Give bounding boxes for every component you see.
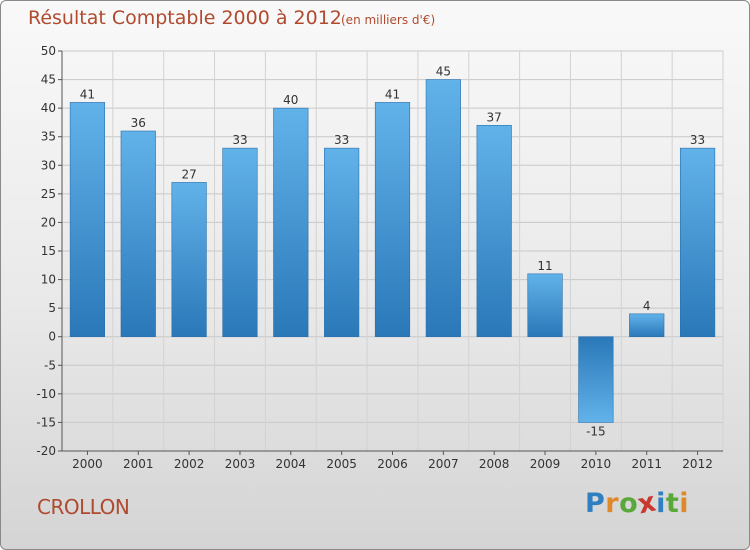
data-label: 40 — [283, 93, 298, 107]
x-tick-label: 2012 — [682, 457, 713, 471]
data-label: 37 — [487, 110, 502, 124]
bar — [69, 102, 106, 338]
y-tick-label: 50 — [41, 44, 56, 58]
data-label: 33 — [232, 133, 247, 147]
bar — [120, 130, 156, 338]
axes — [58, 50, 723, 455]
x-tick-label: 2009 — [530, 457, 561, 471]
y-tick-label: -20 — [36, 444, 56, 458]
y-tick-label: 40 — [41, 101, 56, 115]
bar — [222, 147, 258, 338]
x-tick-label: 2008 — [479, 457, 510, 471]
x-tick-label: 2006 — [377, 457, 408, 471]
logo-letter: t — [665, 488, 680, 519]
x-tick-label: 2007 — [428, 457, 459, 471]
x-tick-label: 2005 — [326, 457, 357, 471]
data-label: 27 — [181, 167, 196, 181]
bar — [374, 102, 411, 338]
data-label: -15 — [586, 424, 606, 438]
data-label: 11 — [537, 259, 552, 273]
bars — [69, 79, 716, 423]
bar — [679, 147, 716, 338]
logo-letter: o — [619, 488, 639, 519]
y-tick-label: 5 — [48, 301, 56, 315]
y-tick-label: 35 — [41, 130, 56, 144]
y-tick-label: 0 — [48, 330, 56, 344]
commune-name: CROLLON — [37, 495, 130, 519]
logo-letter: r — [605, 488, 620, 519]
chart-subtitle: (en milliers d'€) — [341, 13, 436, 27]
data-label: 4 — [643, 299, 651, 313]
bar — [578, 336, 614, 423]
data-label: 41 — [385, 87, 400, 101]
y-tick-label: 45 — [41, 73, 56, 87]
y-tick-label: 15 — [41, 244, 56, 258]
y-tick-label: 10 — [41, 273, 56, 287]
data-label: 33 — [334, 133, 349, 147]
y-tick-label: 20 — [41, 215, 56, 229]
x-tick-label: 2011 — [631, 457, 662, 471]
logo-letter: P — [585, 488, 606, 519]
y-tick-label: -10 — [36, 387, 56, 401]
data-label: 41 — [80, 87, 95, 101]
bar — [629, 313, 665, 338]
x-tick-label: 2001 — [123, 457, 154, 471]
x-tick-label: 2010 — [581, 457, 612, 471]
y-tick-label: 30 — [41, 158, 56, 172]
x-tick-labels: 2000 2001 2002 2003 2004 2005 2006 2007 2008 2009… — [72, 457, 713, 471]
bar — [273, 107, 309, 338]
proxiti-logo: Proxiti — [585, 486, 690, 520]
x-tick-label: 2002 — [174, 457, 205, 471]
x-tick-label: 2003 — [225, 457, 256, 471]
data-label: 36 — [131, 116, 146, 130]
data-label: 45 — [436, 65, 451, 79]
data-label: 33 — [690, 133, 705, 147]
y-tick-label: -5 — [44, 358, 56, 372]
bar — [476, 124, 512, 338]
bar — [425, 79, 461, 338]
bar — [171, 182, 207, 338]
y-tick-label: -15 — [36, 415, 56, 429]
logo-letter: i — [656, 488, 666, 519]
bar — [527, 273, 563, 338]
bar — [324, 147, 360, 338]
logo-letter: i — [679, 488, 690, 519]
y-tick-label: 25 — [41, 187, 56, 201]
chart-title: Résultat Comptable 2000 à 2012 — [28, 7, 342, 29]
x-tick-label: 2000 — [72, 457, 103, 471]
data-labels: 41 36 27 33 40 33 41 45 37 11 -15 4 33 — [80, 65, 705, 439]
x-tick-label: 2004 — [276, 457, 307, 471]
